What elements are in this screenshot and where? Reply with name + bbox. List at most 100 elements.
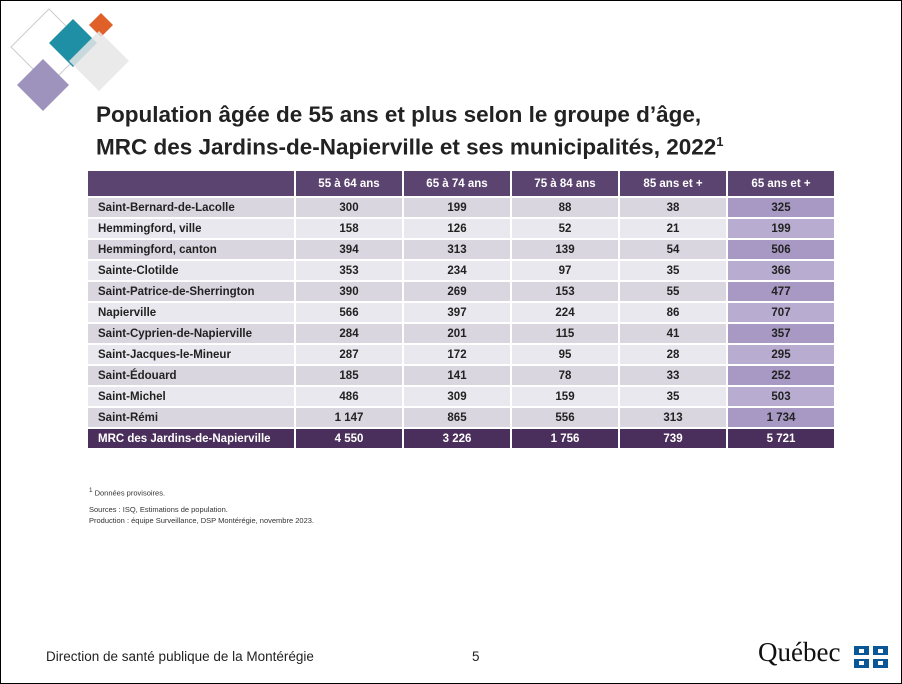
cell: 295 bbox=[727, 344, 835, 365]
cell: 3 226 bbox=[403, 428, 511, 449]
cell: 224 bbox=[511, 302, 619, 323]
logo-flag bbox=[854, 646, 888, 668]
row-label: Saint-Jacques-le-Mineur bbox=[87, 344, 295, 365]
notes: 1 Données provisoires. Sources : ISQ, Es… bbox=[89, 485, 314, 526]
cell: 353 bbox=[295, 260, 403, 281]
cell: 566 bbox=[295, 302, 403, 323]
production: Production : équipe Surveillance, DSP Mo… bbox=[89, 515, 314, 526]
header-cell bbox=[87, 170, 295, 197]
header-cell: 55 à 64 ans bbox=[295, 170, 403, 197]
cell: 158 bbox=[295, 218, 403, 239]
row-label: Saint-Rémi bbox=[87, 407, 295, 428]
cell: 234 bbox=[403, 260, 511, 281]
header-cell: 65 ans et + bbox=[727, 170, 835, 197]
cell: 486 bbox=[295, 386, 403, 407]
cell: 172 bbox=[403, 344, 511, 365]
cell: 201 bbox=[403, 323, 511, 344]
cell: 269 bbox=[403, 281, 511, 302]
cell: 506 bbox=[727, 239, 835, 260]
sources: Sources : ISQ, Estimations de population… bbox=[89, 504, 314, 515]
cell: 185 bbox=[295, 365, 403, 386]
cell: 4 550 bbox=[295, 428, 403, 449]
cell: 477 bbox=[727, 281, 835, 302]
cell: 313 bbox=[619, 407, 727, 428]
row-label: Saint-Édouard bbox=[87, 365, 295, 386]
cell: 366 bbox=[727, 260, 835, 281]
cell: 865 bbox=[403, 407, 511, 428]
title: Population âgée de 55 ans et plus selon … bbox=[96, 101, 723, 161]
cell: 390 bbox=[295, 281, 403, 302]
cell: 313 bbox=[403, 239, 511, 260]
header-cell: 65 à 74 ans bbox=[403, 170, 511, 197]
slide: Population âgée de 55 ans et plus selon … bbox=[0, 0, 902, 684]
cell: 35 bbox=[619, 260, 727, 281]
cell: 1 756 bbox=[511, 428, 619, 449]
row-label: Hemmingford, ville bbox=[87, 218, 295, 239]
cell: 141 bbox=[403, 365, 511, 386]
cell: 86 bbox=[619, 302, 727, 323]
title-text: MRC des Jardins-de-Napierville et ses mu… bbox=[96, 135, 716, 160]
cell: 52 bbox=[511, 218, 619, 239]
cell: 199 bbox=[403, 197, 511, 218]
cell: 357 bbox=[727, 323, 835, 344]
cell: 199 bbox=[727, 218, 835, 239]
cell: 55 bbox=[619, 281, 727, 302]
row-label: Saint-Cyprien-de-Napierville bbox=[87, 323, 295, 344]
footer-organization: Direction de santé publique de la Montér… bbox=[46, 649, 314, 664]
row-label: Saint-Patrice-de-Sherrington bbox=[87, 281, 295, 302]
cell: 88 bbox=[511, 197, 619, 218]
cell: 556 bbox=[511, 407, 619, 428]
row-label: Saint-Bernard-de-Lacolle bbox=[87, 197, 295, 218]
cell: 1 147 bbox=[295, 407, 403, 428]
cell: 5 721 bbox=[727, 428, 835, 449]
header-cell: 75 à 84 ans bbox=[511, 170, 619, 197]
cell: 287 bbox=[295, 344, 403, 365]
row-label: Napierville bbox=[87, 302, 295, 323]
cell: 126 bbox=[403, 218, 511, 239]
cell: 300 bbox=[295, 197, 403, 218]
cell: 97 bbox=[511, 260, 619, 281]
title-line: Population âgée de 55 ans et plus selon … bbox=[96, 101, 723, 128]
cell: 33 bbox=[619, 365, 727, 386]
cell: 115 bbox=[511, 323, 619, 344]
cell: 78 bbox=[511, 365, 619, 386]
logo-text: Québec bbox=[758, 637, 840, 668]
cell: 35 bbox=[619, 386, 727, 407]
cell: 54 bbox=[619, 239, 727, 260]
cell: 1 734 bbox=[727, 407, 835, 428]
footnote: 1 Données provisoires. bbox=[89, 485, 314, 499]
page-number: 5 bbox=[472, 649, 480, 664]
cell: 41 bbox=[619, 323, 727, 344]
cell: 325 bbox=[727, 197, 835, 218]
row-label: Saint-Michel bbox=[87, 386, 295, 407]
footnote-marker: 1 bbox=[89, 487, 92, 494]
cell: 153 bbox=[511, 281, 619, 302]
row-label: MRC des Jardins-de-Napierville bbox=[87, 428, 295, 449]
footnote-text: Données provisoires. bbox=[95, 489, 165, 498]
cell: 38 bbox=[619, 197, 727, 218]
cell: 252 bbox=[727, 365, 835, 386]
row-label: Sainte-Clotilde bbox=[87, 260, 295, 281]
cell: 309 bbox=[403, 386, 511, 407]
cell: 159 bbox=[511, 386, 619, 407]
row-label: Hemmingford, canton bbox=[87, 239, 295, 260]
cell: 95 bbox=[511, 344, 619, 365]
header-cell: 85 ans et + bbox=[619, 170, 727, 197]
cell: 21 bbox=[619, 218, 727, 239]
cell: 739 bbox=[619, 428, 727, 449]
cell: 28 bbox=[619, 344, 727, 365]
